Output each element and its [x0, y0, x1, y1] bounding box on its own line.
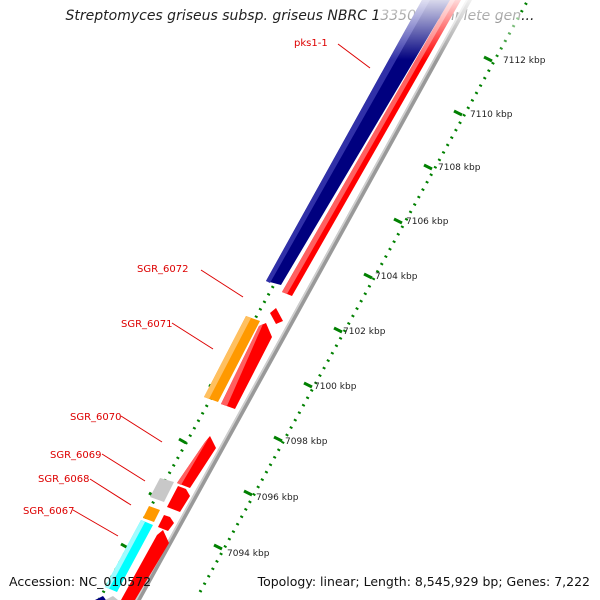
tick-major: [273, 435, 283, 443]
gene-sgr-6067[interactable]: [105, 520, 153, 592]
tick-major: [333, 326, 343, 334]
scale-label-7102: 7102 kbp: [343, 327, 386, 337]
leader-sgr-6068: [89, 478, 132, 506]
tick-major: [243, 489, 253, 497]
tick-major: [178, 437, 187, 445]
label-sgr-6071[interactable]: SGR_6071: [121, 319, 173, 330]
tick-major: [453, 109, 463, 117]
scale-label-7100: 7100 kbp: [314, 382, 357, 392]
leader-sgr-6069: [101, 453, 146, 482]
gene-arrow-6068[interactable]: [158, 515, 174, 531]
gene-gray-bottom: [105, 596, 118, 600]
scale-label-7098: 7098 kbp: [285, 437, 328, 447]
gene-pks1-1[interactable]: [266, 0, 450, 285]
backbone: [135, 0, 472, 600]
leader-pks1-1: [337, 43, 371, 69]
scale-label-7110: 7110 kbp: [470, 110, 513, 120]
scale-labels: 7094 kbp 7096 kbp 7098 kbp 7100 kbp 7102…: [227, 56, 546, 559]
leader-sgr-6071: [171, 322, 214, 350]
tick-major: [393, 217, 403, 225]
topology-text: Topology: linear; Length: 8,545,929 bp; …: [257, 574, 590, 589]
tick-major: [213, 543, 223, 551]
scale-label-7106: 7106 kbp: [406, 217, 449, 227]
label-pks1-1[interactable]: pks1-1: [294, 38, 328, 49]
gene-labels: pks1-1 SGR_6072 SGR_6071 SGR_6070 SGR_60…: [23, 38, 328, 517]
gene-sgr-6069[interactable]: [150, 478, 174, 502]
top-fade: [380, 0, 520, 60]
leader-sgr-6070: [120, 415, 163, 443]
label-sgr-6069[interactable]: SGR_6069: [50, 450, 102, 461]
gene-red-7100[interactable]: [221, 323, 272, 409]
label-leaders: [72, 43, 371, 537]
gene-red-6067[interactable]: [121, 530, 169, 600]
scale-label-7112: 7112 kbp: [503, 56, 546, 66]
leader-sgr-6067: [72, 509, 119, 537]
scale-tick-line: [198, 0, 530, 593]
accession-text: Accession: NC_010572: [9, 574, 152, 589]
gene-red-7098[interactable]: [177, 436, 216, 488]
label-sgr-6070[interactable]: SGR_6070: [70, 412, 122, 423]
gene-navy-bottom[interactable]: [95, 596, 106, 600]
gene-sgr-6068[interactable]: [143, 506, 160, 522]
scale-label-7094: 7094 kbp: [227, 549, 270, 559]
leader-sgr-6072: [200, 269, 244, 298]
label-sgr-6072[interactable]: SGR_6072: [137, 264, 189, 275]
label-sgr-6067[interactable]: SGR_6067: [23, 506, 75, 517]
tick-major: [363, 272, 373, 280]
scale-label-7108: 7108 kbp: [438, 163, 481, 173]
red-gene-band[interactable]: [282, 0, 461, 296]
scale-label-7096: 7096 kbp: [256, 493, 299, 503]
label-sgr-6068[interactable]: SGR_6068: [38, 474, 90, 485]
tick-major: [303, 381, 313, 389]
gene-sgr-6071[interactable]: [204, 316, 260, 402]
gene-arrow-6069[interactable]: [167, 486, 190, 512]
tick-major: [423, 163, 433, 171]
gene-arrow-small[interactable]: [270, 308, 283, 324]
scale-label-7104: 7104 kbp: [375, 272, 418, 282]
